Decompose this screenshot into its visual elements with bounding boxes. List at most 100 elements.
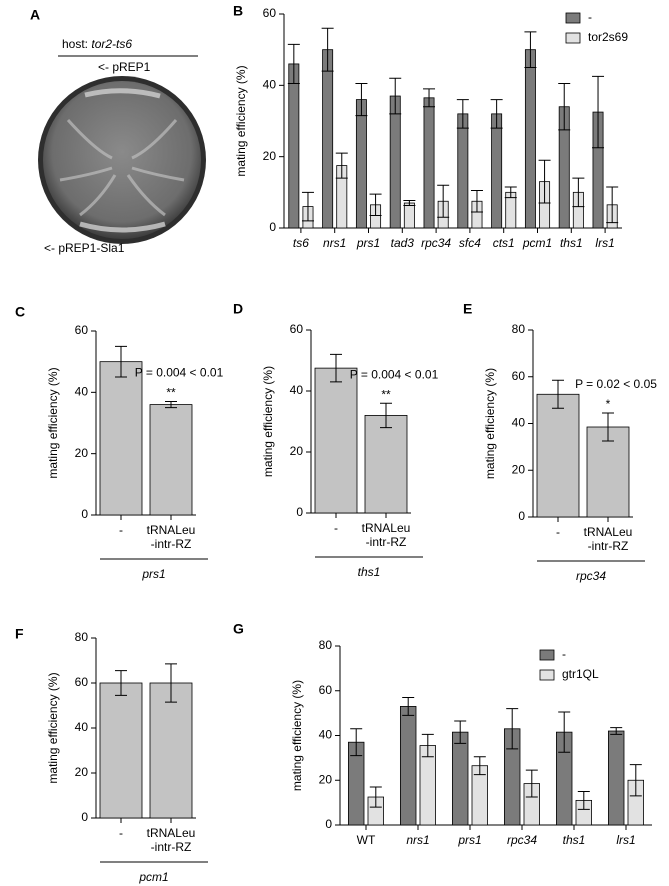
- bar: [355, 99, 367, 229]
- strain: tor2-ts6: [91, 37, 132, 51]
- y-tick-label: 20: [263, 149, 277, 163]
- bar: [99, 682, 143, 819]
- bar: [389, 95, 401, 229]
- y-tick-label: 60: [290, 322, 304, 336]
- significance: **: [166, 386, 176, 400]
- plasmid-label: <- pREP1: [98, 60, 151, 74]
- error-bar: [525, 769, 538, 798]
- x-tick-label: WT: [357, 833, 376, 847]
- group-label: pcm1: [138, 870, 168, 884]
- y-tick-label: 0: [518, 509, 525, 523]
- bar: [423, 97, 435, 229]
- error-bar: [287, 43, 300, 85]
- x-tick-label: tRNALeu -intr-RZ: [584, 525, 633, 553]
- error-bar: [610, 727, 623, 735]
- y-tick-label: 40: [512, 416, 526, 430]
- bar: [457, 113, 469, 229]
- panel-label: G: [233, 621, 244, 637]
- error-bar: [558, 711, 571, 753]
- x-tick-label: rpc34: [507, 833, 537, 847]
- chart: B 0 20 40 60 mating efficiency (%) ts6 nrs1 prs1…: [233, 3, 628, 250]
- x-tick-label: lrs1: [595, 236, 614, 250]
- y-axis-label: mating efficiency (%): [290, 680, 304, 791]
- bar: [451, 731, 469, 826]
- error-bar: [506, 708, 519, 750]
- chart: G 0 20 40 60 80 mating efficiency (%) WT nrs1 prs…: [233, 621, 652, 847]
- y-tick-label: 80: [512, 322, 526, 336]
- host-text: host:: [62, 37, 88, 51]
- error-bar: [602, 412, 614, 442]
- panel-label: D: [233, 301, 243, 317]
- legend-label: gtr1QL: [562, 667, 599, 681]
- panel-label: C: [15, 304, 25, 320]
- x-tick-label: -: [119, 826, 123, 840]
- error-bar: [421, 733, 434, 758]
- error-bar: [504, 186, 517, 199]
- error-bar: [470, 190, 483, 213]
- y-tick-label: 0: [81, 810, 88, 824]
- error-bar: [369, 193, 382, 217]
- panel-label: E: [463, 301, 472, 317]
- y-tick-label: 40: [319, 728, 333, 742]
- y-axis-label: mating efficiency (%): [234, 65, 248, 176]
- y-axis-label: mating efficiency (%): [483, 368, 497, 479]
- y-tick-label: 0: [325, 817, 332, 831]
- streak: [79, 221, 166, 233]
- bar: [149, 404, 193, 516]
- x-tick-label: pcm1: [522, 236, 552, 250]
- error-bar: [115, 670, 127, 696]
- streak: [59, 118, 185, 217]
- x-tick-label: cts1: [493, 236, 515, 250]
- streak: [84, 88, 161, 99]
- y-tick-label: 40: [290, 383, 304, 397]
- x-tick-label: -: [119, 523, 123, 537]
- x-tick-label: -: [334, 521, 338, 535]
- y-tick-label: 40: [75, 385, 89, 399]
- y-tick-label: 0: [81, 507, 88, 521]
- x-tick-label: prs1: [356, 236, 380, 250]
- legend-label: -: [588, 10, 592, 24]
- x-tick-label: tRNALeu -intr-RZ: [362, 521, 411, 549]
- y-tick-label: 20: [75, 446, 89, 460]
- error-bar: [454, 720, 467, 744]
- plate: [43, 81, 201, 239]
- bar: [524, 49, 536, 229]
- legend-label: -: [562, 647, 566, 661]
- error-bar: [115, 345, 127, 378]
- significance: *: [606, 397, 611, 411]
- error-bar: [606, 186, 619, 224]
- x-tick-label: rpc34: [421, 236, 451, 250]
- x-tick-label: nrs1: [406, 833, 429, 847]
- error-bar: [403, 200, 416, 207]
- chart: D 0 20 40 60 mating efficiency (%) - tRNALeu -in…: [233, 301, 439, 579]
- x-tick-label: -: [556, 525, 560, 539]
- legend-label: tor2s69: [588, 30, 628, 44]
- bar: [288, 63, 300, 229]
- y-tick-label: 40: [75, 720, 89, 734]
- panel-a: A host: tor2-ts6 <- pREP1 <- pREP1-Sla1: [30, 7, 206, 255]
- error-bar: [437, 184, 450, 218]
- p-value: P = 0.02 < 0.05: [575, 377, 657, 391]
- bar: [364, 414, 408, 514]
- bar: [419, 745, 437, 826]
- error-bar: [552, 379, 564, 409]
- error-bar: [558, 83, 571, 131]
- error-bar: [577, 790, 590, 810]
- error-bar: [330, 353, 342, 383]
- error-bar: [473, 756, 486, 776]
- x-tick-label: prs1: [457, 833, 481, 847]
- y-tick-label: 0: [269, 220, 276, 234]
- error-bar: [165, 663, 177, 703]
- y-tick-label: 80: [75, 630, 89, 644]
- bar: [536, 393, 580, 518]
- plasmid-label: <- pREP1-Sla1: [44, 241, 125, 255]
- error-bar: [369, 786, 382, 808]
- bar: [399, 706, 417, 826]
- host-label: host: tor2-ts6: [62, 37, 132, 51]
- error-bar: [456, 99, 469, 129]
- error-bar: [524, 31, 537, 68]
- panel-label: A: [30, 7, 40, 23]
- bar: [99, 361, 143, 516]
- y-tick-label: 40: [263, 78, 277, 92]
